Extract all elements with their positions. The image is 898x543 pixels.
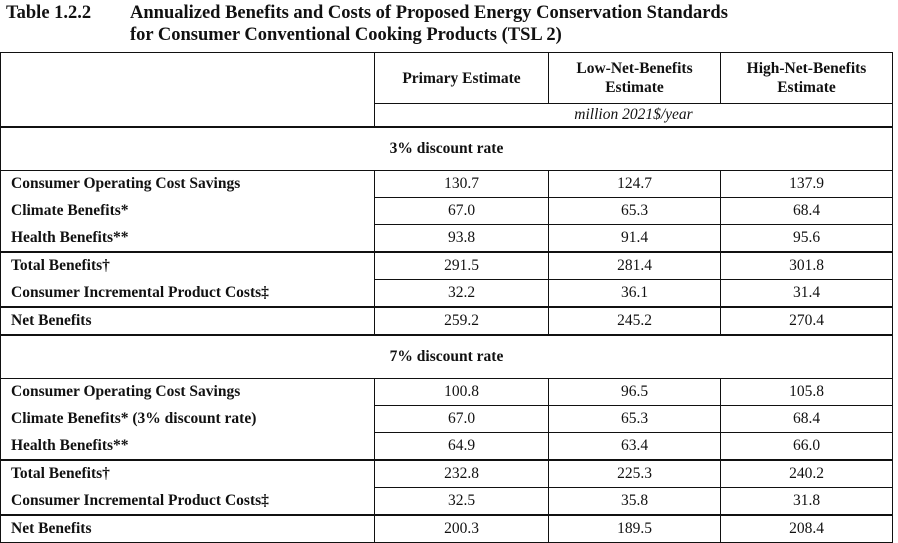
table-title-line-1: Annualized Benefits and Costs of Propose… xyxy=(130,3,728,23)
value-cell: 281.4 xyxy=(548,251,721,280)
value-cell: 95.6 xyxy=(720,224,893,253)
value-cell: 65.3 xyxy=(548,197,721,225)
value-cell: 36.1 xyxy=(548,279,721,308)
section-header-row: 7% discount rate xyxy=(0,334,893,379)
value-cell: 68.4 xyxy=(720,197,893,225)
column-header-row: Primary Estimate Low-Net-Benefits Estima… xyxy=(0,52,893,128)
value-cell: 137.9 xyxy=(720,170,893,198)
table-row: Consumer Operating Cost Savings 130.7 124.… xyxy=(0,170,893,198)
row-label: Climate Benefits* xyxy=(0,197,375,225)
header-blank-cell xyxy=(0,52,375,128)
value-cell: 64.9 xyxy=(374,432,549,461)
column-header-primary: Primary Estimate xyxy=(374,52,549,104)
table-row: Consumer Incremental Product Costs‡ 32.2 3… xyxy=(0,279,893,308)
table-row: Total Benefits† 232.8 225.3 240.2 xyxy=(0,459,893,488)
value-cell: 200.3 xyxy=(374,514,549,543)
row-label: Consumer Operating Cost Savings xyxy=(0,170,375,198)
value-cell: 96.5 xyxy=(548,378,721,406)
value-cell: 124.7 xyxy=(548,170,721,198)
value-cell: 63.4 xyxy=(548,432,721,461)
row-label: Climate Benefits* (3% discount rate) xyxy=(0,405,375,433)
value-cell: 66.0 xyxy=(720,432,893,461)
value-cell: 65.3 xyxy=(548,405,721,433)
value-cell: 240.2 xyxy=(720,459,893,488)
section-heading: 7% discount rate xyxy=(0,334,893,379)
value-cell: 130.7 xyxy=(374,170,549,198)
row-label: Net Benefits xyxy=(0,514,375,543)
row-label: Consumer Incremental Product Costs‡ xyxy=(0,279,375,308)
table-row: Health Benefits** 93.8 91.4 95.6 xyxy=(0,224,893,253)
row-label: Consumer Operating Cost Savings xyxy=(0,378,375,406)
value-cell: 31.8 xyxy=(720,487,893,516)
column-header-high: High-Net-Benefits Estimate xyxy=(720,52,893,104)
units-row: million 2021$/year xyxy=(1,103,893,128)
value-cell: 31.4 xyxy=(720,279,893,308)
value-cell: 270.4 xyxy=(720,306,893,336)
value-cell: 189.5 xyxy=(548,514,721,543)
table-number: Table 1.2.2 xyxy=(6,3,92,23)
section-header-row: 3% discount rate xyxy=(0,126,893,171)
table-row: Climate Benefits* 67.0 65.3 68.4 xyxy=(0,197,893,225)
value-cell: 105.8 xyxy=(720,378,893,406)
row-label: Consumer Incremental Product Costs‡ xyxy=(0,487,375,516)
value-cell: 67.0 xyxy=(374,197,549,225)
value-cell: 68.4 xyxy=(720,405,893,433)
table-row: Health Benefits** 64.9 63.4 66.0 xyxy=(0,432,893,461)
column-header-low: Low-Net-Benefits Estimate xyxy=(548,52,721,104)
units-label: million 2021$/year xyxy=(374,103,893,128)
section-heading: 3% discount rate xyxy=(0,126,893,171)
table-row: Total Benefits† 291.5 281.4 301.8 xyxy=(0,251,893,280)
value-cell: 245.2 xyxy=(548,306,721,336)
value-cell: 32.2 xyxy=(374,279,549,308)
row-label: Net Benefits xyxy=(0,306,375,336)
value-cell: 208.4 xyxy=(720,514,893,543)
table-row: Net Benefits 200.3 189.5 208.4 xyxy=(0,514,893,543)
value-cell: 100.8 xyxy=(374,378,549,406)
value-cell: 301.8 xyxy=(720,251,893,280)
value-cell: 225.3 xyxy=(548,459,721,488)
value-cell: 91.4 xyxy=(548,224,721,253)
table-title: Annualized Benefits and Costs of Propose… xyxy=(130,2,886,46)
value-cell: 67.0 xyxy=(374,405,549,433)
table-row: Net Benefits 259.2 245.2 270.4 xyxy=(0,306,893,336)
table-title-line-2: for Consumer Conventional Cooking Produc… xyxy=(130,25,562,45)
value-cell: 259.2 xyxy=(374,306,549,336)
table-row: Consumer Operating Cost Savings 100.8 96.5… xyxy=(0,378,893,406)
value-cell: 35.8 xyxy=(548,487,721,516)
value-cell: 32.5 xyxy=(374,487,549,516)
row-label: Health Benefits** xyxy=(0,224,375,253)
row-label: Total Benefits† xyxy=(0,459,375,488)
table-row: Climate Benefits* (3% discount rate) 67.0… xyxy=(0,405,893,433)
value-cell: 93.8 xyxy=(374,224,549,253)
row-label: Health Benefits** xyxy=(0,432,375,461)
value-cell: 291.5 xyxy=(374,251,549,280)
benefits-costs-table: Primary Estimate Low-Net-Benefits Estima… xyxy=(0,52,893,543)
value-cell: 232.8 xyxy=(374,459,549,488)
row-label: Total Benefits† xyxy=(0,251,375,280)
table-row: Consumer Incremental Product Costs‡ 32.5 3… xyxy=(0,487,893,516)
